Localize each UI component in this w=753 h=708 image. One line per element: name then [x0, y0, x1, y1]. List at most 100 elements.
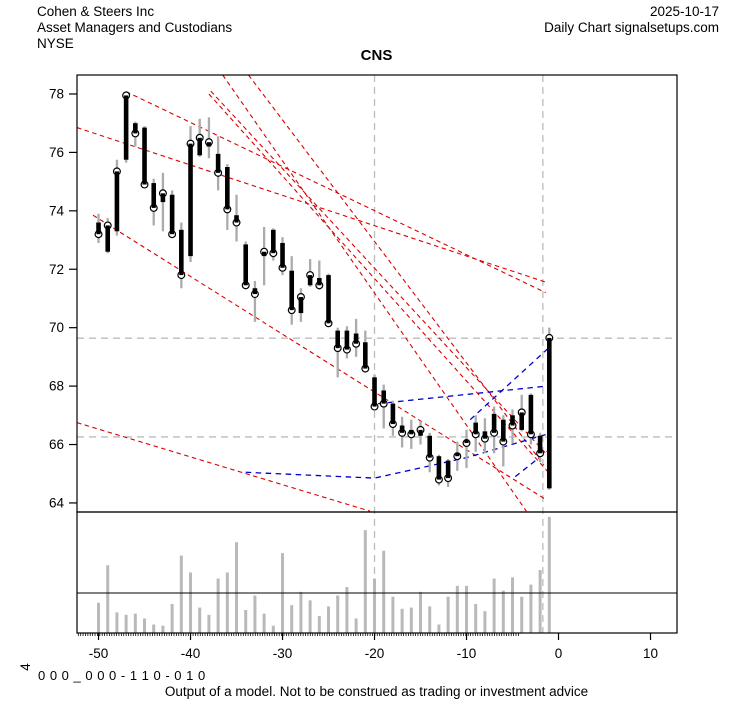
y-tick-label: 70 [49, 320, 64, 335]
blue-trendline [469, 347, 549, 421]
ohlc-bar-body [280, 242, 285, 268]
x-tick-label: 10 [643, 646, 658, 661]
volume-bar [419, 591, 423, 633]
ohlc-bar-body [326, 275, 331, 324]
red-trendline [76, 127, 547, 283]
volume-bar [501, 590, 505, 633]
model-code-string: 0 0 0 _ 0 0 0 - 1 1 0 - 0 1 0 [38, 668, 206, 683]
volume-bar [235, 542, 239, 633]
ohlc-bar-body [528, 394, 534, 435]
ohlc-bar-body [427, 435, 433, 458]
volume-bar [308, 600, 312, 633]
volume-bar [143, 618, 147, 633]
volume-bar [492, 578, 496, 633]
ohlc-bar-body [372, 377, 377, 407]
ohlc-bar-body [473, 422, 479, 435]
red-trendline [208, 93, 549, 473]
volume-bar [271, 625, 275, 633]
ohlc-bar-body [160, 193, 166, 203]
volume-bar [345, 587, 349, 633]
industry-label: Asset Managers and Custodians [37, 20, 233, 35]
blue-trendline [378, 385, 547, 405]
ohlc-bar-body [133, 123, 138, 134]
y-tick-label: 64 [49, 495, 65, 510]
chart-source-label: Daily Chart signalsetups.com [544, 20, 719, 35]
ohlc-bar-body [188, 143, 193, 257]
volume-bar [400, 608, 404, 633]
ohlc-bar-body [445, 460, 451, 479]
ohlc-bar-body [381, 390, 387, 404]
volume-bar [437, 624, 441, 633]
volume-bar [446, 596, 450, 633]
ohlc-bar-body [547, 337, 552, 489]
volume-bar [529, 584, 533, 633]
disclaimer-text: Output of a model. Not to be construed a… [164, 684, 589, 699]
volume-bar [336, 595, 340, 633]
red-trendline [92, 214, 547, 501]
ohlc-bar-body [142, 127, 147, 185]
ohlc-bar-body [215, 153, 221, 173]
ticker-title: CNS [360, 47, 393, 64]
red-trendline [76, 422, 371, 512]
ohlc-bar-body [179, 229, 184, 276]
volume-bar [133, 613, 137, 633]
volume-bar [455, 585, 459, 633]
ohlc-bar-body [436, 456, 442, 480]
volume-bar [225, 572, 229, 633]
red-trendline [248, 74, 545, 466]
volume-bar [538, 570, 542, 633]
volume-bar [511, 577, 515, 633]
ohlc-bar-body [151, 183, 157, 208]
ohlc-bar-body [271, 229, 276, 254]
volume-bar [106, 565, 110, 633]
y-tick-label: 74 [49, 203, 65, 218]
volume-bar [290, 605, 294, 633]
y-tick-label: 78 [49, 86, 64, 101]
ohlc-bar-body [519, 412, 525, 430]
ohlc-bar-body [105, 225, 111, 252]
x-tick-label: -30 [273, 646, 293, 661]
volume-bar [262, 613, 266, 633]
x-tick-label: -50 [89, 646, 109, 661]
volume-bar [198, 607, 202, 633]
volume-bar [474, 603, 478, 633]
x-tick-label: -20 [365, 646, 385, 661]
volume-bar [327, 606, 331, 633]
volume-bar [244, 610, 248, 633]
ohlc-bar-body [197, 137, 203, 156]
ohlc-bar-body [491, 413, 497, 433]
ohlc-bar-body [537, 435, 543, 454]
ohlc-bar-body [363, 342, 368, 369]
ohlc-bar-body [243, 244, 249, 286]
volume-axis-label: 4 [18, 663, 33, 671]
y-tick-label: 68 [49, 379, 64, 394]
volume-bar [97, 602, 101, 633]
volume-bar [124, 614, 128, 633]
volume-bar [373, 578, 377, 633]
ohlc-bar-body [344, 330, 350, 350]
volume-bar [428, 606, 432, 633]
volume-bar [207, 614, 211, 633]
volume-bar [161, 625, 165, 633]
ohlc-bar-body [335, 330, 341, 349]
volume-bar [253, 595, 257, 633]
volume-bar [391, 596, 395, 633]
ohlc-bar-body [307, 275, 313, 286]
volume-bar [382, 550, 386, 633]
ohlc-bar-body [353, 333, 359, 344]
volume-bar [170, 603, 174, 633]
company-name: Cohen & Steers Inc [37, 4, 155, 19]
volume-bar [520, 596, 524, 633]
ohlc-bar-body [169, 194, 175, 235]
volume-bar [189, 572, 193, 633]
volume-bar [465, 585, 469, 633]
y-tick-label: 76 [49, 145, 64, 160]
volume-panel-border [76, 511, 678, 634]
blue-trendline [245, 433, 547, 479]
volume-bar [179, 555, 183, 633]
volume-bar [216, 578, 220, 633]
volume-bar [409, 607, 413, 633]
ohlc-bar-body [96, 222, 101, 235]
